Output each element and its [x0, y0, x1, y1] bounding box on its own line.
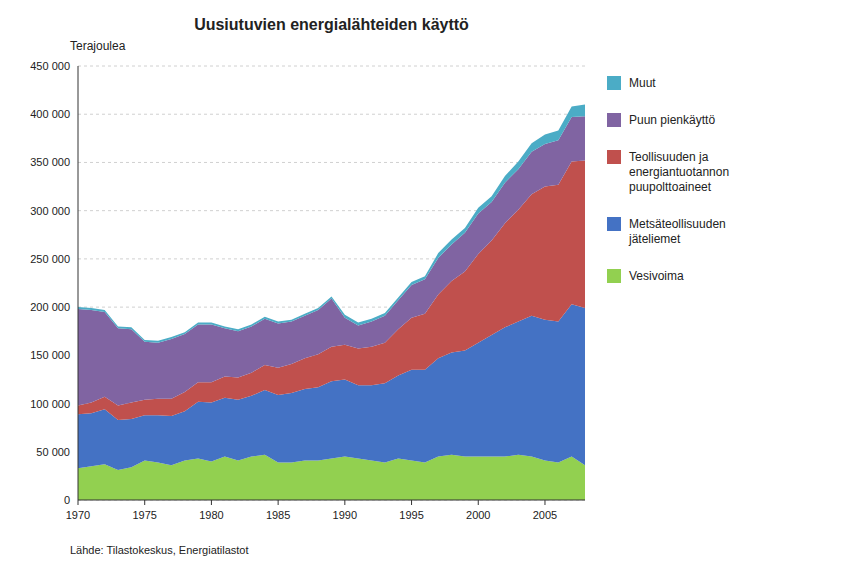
- y-tick-label: 250 000: [30, 253, 70, 265]
- x-tick: [478, 500, 479, 505]
- legend-label-line: Vesivoima: [629, 269, 684, 283]
- x-tick-label: 1995: [399, 509, 423, 521]
- x-tick: [144, 500, 145, 505]
- y-axis-ticks: 0 50 000 100 000 150 000 200 000 250 000 300 0…: [30, 60, 70, 506]
- legend-swatch: [607, 269, 621, 283]
- grid-line: [78, 66, 585, 67]
- legend-label: Vesivoima: [629, 269, 684, 283]
- area: [78, 116, 585, 405]
- grid-line: [78, 162, 585, 163]
- chart-title: Uusiutuvien energialähteiden käyttö: [194, 16, 469, 33]
- annotation: Lähde: Tilastokeskus, Energiatilastot: [70, 544, 249, 556]
- y-tick-label: 200 000: [30, 301, 70, 313]
- y-tick-label: 400 000: [30, 108, 70, 120]
- x-axis-ticks: 1970 1975 1980 1985 1990 1995 2000 2005: [66, 500, 557, 521]
- x-tick: [78, 500, 79, 505]
- x-tick-label: 2005: [533, 509, 557, 521]
- chart: Uusiutuvien energialähteiden käyttö Teraj…: [0, 0, 847, 574]
- y-tick-label: 0: [64, 494, 70, 506]
- legend-label-line: Metsäteollisuuden: [629, 217, 726, 231]
- legend-swatch: [607, 113, 621, 127]
- legend-label-line: energiantuotannon: [629, 165, 729, 179]
- x-tick-label: 1990: [333, 509, 357, 521]
- legend-label: Metsäteollisuudenjäteliemet: [628, 217, 726, 246]
- legend: Muut Puun pienkäyttö Teollisuuden jaenergi…: [607, 76, 729, 283]
- y-tick-label: 450 000: [30, 60, 70, 72]
- legend-label-line: Muut: [629, 76, 656, 90]
- x-axis-line: [78, 500, 585, 501]
- y-tick-label: 100 000: [30, 398, 70, 410]
- y-tick-label: 350 000: [30, 156, 70, 168]
- legend-label-line: Teollisuuden ja: [629, 150, 709, 164]
- legend-label-line: puupolttoaineet: [629, 180, 712, 194]
- legend-label-line: jäteliemet: [628, 232, 681, 246]
- legend-label: Puun pienkäyttö: [629, 113, 715, 127]
- x-tick-label: 2000: [466, 509, 490, 521]
- grid-line: [78, 114, 585, 115]
- x-tick: [211, 500, 212, 505]
- y-tick-label: 300 000: [30, 205, 70, 217]
- legend-label-line: Puun pienkäyttö: [629, 113, 715, 127]
- area: [78, 105, 585, 343]
- x-tick-label: 1970: [66, 509, 90, 521]
- y-tick-label: 50 000: [36, 446, 70, 458]
- grid-line: [78, 500, 585, 501]
- x-tick: [278, 500, 279, 505]
- x-tick: [411, 500, 412, 505]
- legend-swatch: [607, 76, 621, 90]
- legend-swatch: [607, 150, 621, 164]
- legend-label: Teollisuuden jaenergiantuotannonpuupoltt…: [629, 150, 729, 194]
- x-tick: [344, 500, 345, 505]
- grid: [78, 66, 585, 500]
- y-axis-label: Terajoulea: [70, 39, 126, 53]
- y-tick-label: 150 000: [30, 349, 70, 361]
- x-tick-label: 1980: [199, 509, 223, 521]
- y-axis-line: [78, 66, 79, 500]
- legend-label: Muut: [629, 76, 656, 90]
- x-tick-label: 1975: [132, 509, 156, 521]
- legend-swatch: [607, 217, 621, 231]
- areas: [78, 105, 585, 500]
- x-tick-label: 1985: [266, 509, 290, 521]
- x-tick: [544, 500, 545, 505]
